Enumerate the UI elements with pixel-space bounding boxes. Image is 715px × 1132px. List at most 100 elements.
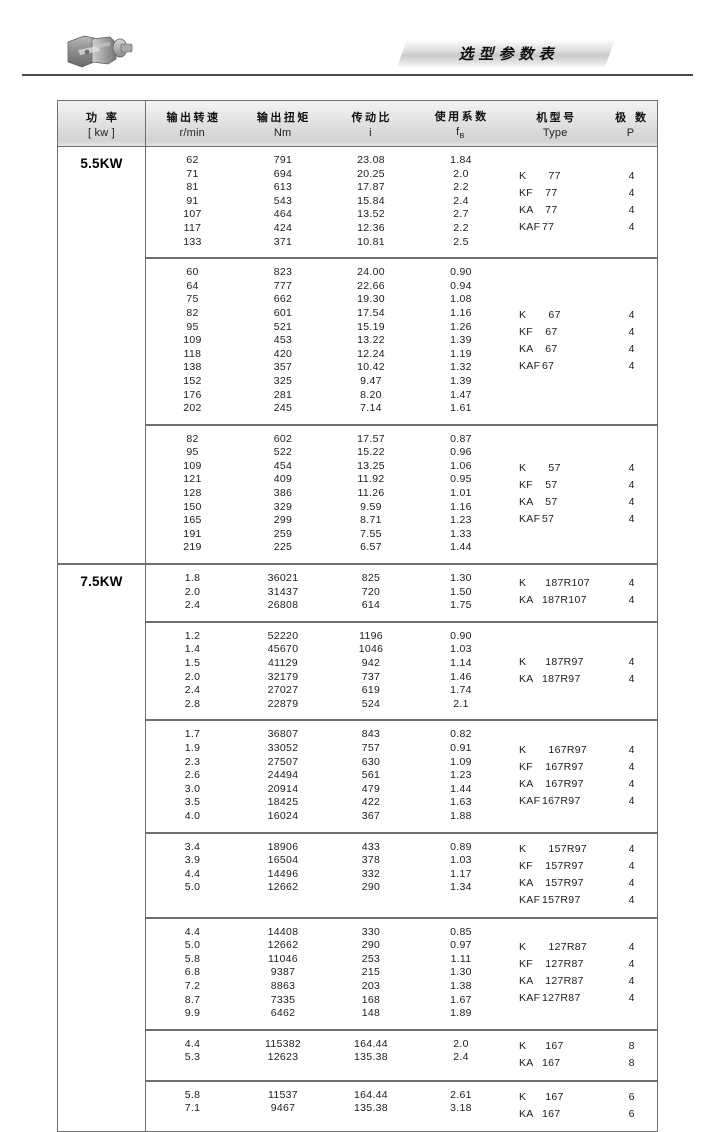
type-prefix: K (519, 577, 527, 590)
column-header-type-en: Type (542, 127, 568, 139)
service-factor-value: 1.16 (450, 306, 472, 319)
service-factor-value: 0.96 (450, 446, 472, 459)
output-speed-value: 219 (183, 541, 202, 554)
ratio-value: 8.71 (360, 514, 382, 527)
type-prefix: KAF (519, 220, 541, 233)
service-factor-value: 1.39 (450, 374, 472, 387)
service-factor-column: 0.87 0.96 1.06 0.95 1.01 1.16 1.23 1.33 1.44 (415, 433, 507, 555)
pole-value: 4 (628, 186, 635, 199)
type-size: 157R97 (542, 842, 588, 855)
type-value: KF 157R97 (507, 858, 605, 875)
type-prefix: KA (519, 777, 534, 790)
output-torque-value: 27027 (267, 684, 299, 697)
output-torque-value: 325 (273, 374, 293, 387)
service-factor-value: 1.32 (450, 361, 472, 374)
output-torque-value: 8863 (270, 979, 296, 992)
type-column: K 167 KA 167 (507, 1089, 605, 1123)
ratio-value: 135.38 (354, 1051, 388, 1064)
ratio-value: 561 (361, 769, 381, 782)
power-cell: 7.5KW (58, 565, 146, 1131)
service-factor-value: 1.67 (450, 993, 472, 1006)
ratio-value: 8.20 (360, 388, 382, 401)
service-factor-value: 1.09 (450, 755, 472, 768)
output-speed-column: 60 64 75 82 95 109 118 138 152 176 202 (146, 266, 239, 416)
service-factor-value: 1.17 (450, 867, 472, 880)
ratio-value: 15.84 (357, 194, 385, 207)
output-speed-column: 4.4 5.3 (146, 1038, 239, 1072)
output-torque-value: 14408 (267, 925, 299, 938)
output-torque-column: 36021 31437 26808 (239, 572, 327, 613)
output-torque-value: 777 (273, 279, 293, 292)
type-prefix: K (519, 655, 527, 668)
model-block: 62 71 81 91 107 117 133 791 694 613 543 464 424 371 23… (146, 147, 658, 257)
pole-column: 4 4 4 4 (605, 939, 658, 1007)
output-speed-value: 5.3 (184, 1051, 201, 1064)
type-size: 127R87 (542, 958, 584, 971)
service-factor-value: 0.87 (450, 432, 472, 445)
type-column: K 57 KF 57 KA 57 KAF 57 (507, 460, 605, 528)
type-size: 167 (542, 1056, 561, 1069)
type-size: 187R107 (542, 577, 590, 590)
pole-value: 8 (628, 1039, 635, 1052)
ratio-value: 614 (361, 599, 381, 612)
ratio-value: 12.24 (357, 347, 385, 360)
type-value: KF 77 (507, 185, 605, 202)
ratio-value: 15.19 (357, 320, 385, 333)
pole-value: 4 (628, 325, 635, 338)
pole-value: 4 (628, 893, 635, 906)
service-factor-value: 0.94 (450, 279, 472, 292)
service-factor-value: 1.44 (450, 541, 472, 554)
service-factor-column: 0.85 0.97 1.11 1.30 1.38 1.67 1.89 (415, 926, 507, 1021)
output-speed-value: 1.7 (184, 728, 201, 741)
service-factor-column: 1.84 2.0 2.2 2.4 2.7 2.2 2.5 (415, 154, 507, 249)
type-size: 167 (542, 1107, 561, 1120)
output-speed-value: 128 (183, 487, 202, 500)
type-size: 167 (542, 1039, 564, 1052)
type-value: KAF 167R97 (507, 793, 605, 810)
service-factor-value: 1.26 (450, 320, 472, 333)
ratio-column: 433 378 332 290 (327, 841, 415, 909)
pole-value: 4 (628, 958, 635, 971)
type-value: KAF 127R87 (507, 990, 605, 1007)
output-speed-value: 4.0 (184, 809, 201, 822)
pole-value: 4 (628, 169, 635, 182)
ratio-value: 203 (361, 979, 381, 992)
ratio-column: 164.44 135.38 (327, 1038, 415, 1072)
column-header-power: 功 率 [ kw ] (58, 101, 146, 146)
column-header-service-factor-symbol: fB (456, 125, 465, 141)
output-speed-column: 1.7 1.9 2.3 2.6 3.0 3.5 4.0 (146, 728, 239, 823)
model-block: 5.8 7.1 11537 9467 164.44 135.38 2.61 3.18 K 167… (146, 1079, 658, 1131)
type-prefix: KF (519, 186, 534, 199)
service-factor-value: 2.0 (453, 167, 469, 180)
type-value: KF 167R97 (507, 759, 605, 776)
type-prefix: K (519, 1090, 527, 1103)
power-value: 5.5KW (80, 156, 123, 171)
output-speed-value: 133 (183, 235, 202, 248)
service-factor-value: 1.06 (450, 459, 472, 472)
type-prefix: KA (519, 203, 534, 216)
output-torque-value: 7335 (270, 993, 296, 1006)
output-torque-value: 259 (273, 527, 293, 540)
type-value: KA 167R97 (507, 776, 605, 793)
output-speed-value: 118 (183, 347, 202, 360)
output-torque-value: 36021 (267, 572, 299, 585)
ratio-value: 378 (361, 854, 381, 867)
output-torque-value: 9467 (270, 1102, 296, 1115)
output-torque-value: 409 (273, 473, 293, 486)
output-speed-column: 1.8 2.0 2.4 (146, 572, 239, 613)
output-speed-value: 152 (183, 374, 202, 387)
output-torque-value: 16024 (267, 809, 299, 822)
ratio-value: 7.14 (360, 402, 382, 415)
output-torque-value: 45670 (267, 643, 299, 656)
model-block: 3.4 3.9 4.4 5.0 18906 16504 14496 12662 433 378 33… (146, 831, 658, 917)
type-and-pole-columns: K 157R97 KF 157R97 KA 157R97 KAF 157R97 4 4 4 4 (507, 841, 658, 909)
output-speed-value: 3.5 (184, 796, 201, 809)
ratio-value: 422 (361, 796, 381, 809)
service-factor-value: 1.19 (450, 347, 472, 360)
type-column: K 67 KF 67 KA 67 KAF 67 (507, 307, 605, 375)
service-factor-value: 2.61 (450, 1088, 472, 1101)
pole-value: 4 (628, 743, 635, 756)
pole-value: 4 (628, 461, 635, 474)
output-speed-value: 91 (186, 194, 199, 207)
type-prefix: KF (519, 478, 534, 491)
